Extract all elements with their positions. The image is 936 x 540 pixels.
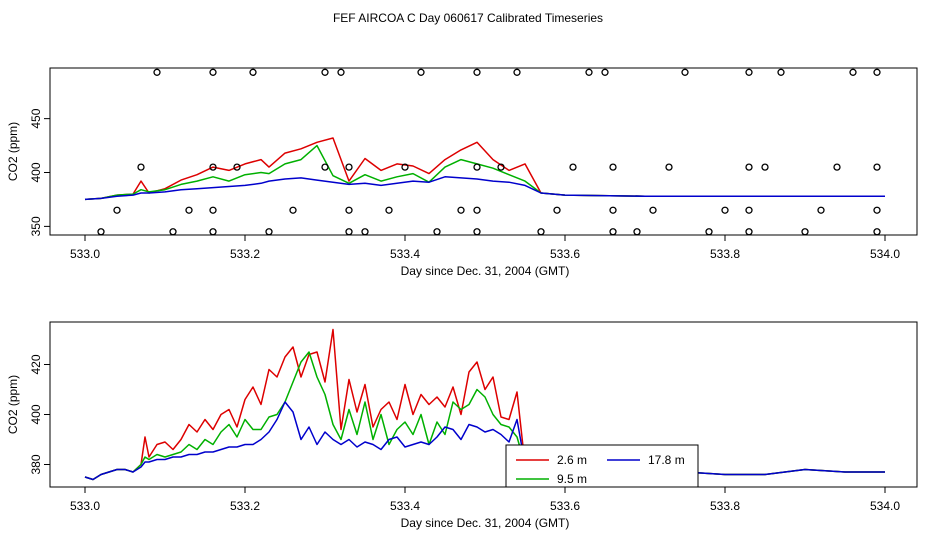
calibration-marker (321, 163, 329, 171)
x-tick-label: 533.2 (230, 499, 260, 513)
x-axis-label: Day since Dec. 31, 2004 (GMT) (401, 264, 570, 278)
calibration-marker (817, 206, 825, 214)
calibration-marker (537, 228, 545, 236)
calibration-marker (745, 206, 753, 214)
y-tick-label: 450 (29, 108, 43, 128)
series-line-2-6-m (84, 137, 885, 201)
calibration-marker (457, 206, 465, 214)
calibration-marker (513, 68, 521, 76)
calibration-marker (665, 163, 673, 171)
y-tick-label: 400 (29, 162, 43, 182)
calibration-marker (721, 206, 729, 214)
calibration-marker (345, 228, 353, 236)
plot-frame (49, 321, 918, 488)
calibration-marker (417, 68, 425, 76)
calibration-marker (137, 163, 145, 171)
calibration-marker (745, 163, 753, 171)
calibration-marker (609, 206, 617, 214)
calibration-marker (873, 68, 881, 76)
legend-label: 17.8 m (648, 453, 685, 467)
legend-label: 9.5 m (557, 472, 587, 486)
y-tick-label: 420 (29, 354, 43, 374)
calibration-marker (249, 68, 257, 76)
series-line-17-8-m (84, 176, 885, 201)
calibration-marker (321, 68, 329, 76)
calibration-marker (433, 228, 441, 236)
y-tick-label: 350 (29, 216, 43, 236)
calibration-marker (473, 206, 481, 214)
x-tick-label: 533.8 (710, 247, 740, 261)
legend-label: 2.6 m (557, 453, 587, 467)
x-tick-label: 533.6 (550, 499, 580, 513)
calibration-marker (801, 228, 809, 236)
calibration-marker (113, 206, 121, 214)
chart-title: FEF AIRCOA C Day 060617 Calibrated Times… (333, 11, 603, 25)
x-tick-label: 533.0 (70, 247, 100, 261)
calibration-marker (873, 163, 881, 171)
calibration-marker (345, 206, 353, 214)
y-tick-label: 400 (29, 404, 43, 424)
calibration-marker (153, 68, 161, 76)
calibration-marker (705, 228, 713, 236)
calibration-marker (233, 163, 241, 171)
calibration-marker (473, 228, 481, 236)
calibration-marker (185, 206, 193, 214)
calibration-marker (633, 228, 641, 236)
calibration-marker (385, 206, 393, 214)
calibration-marker (473, 163, 481, 171)
calibration-marker (209, 206, 217, 214)
calibration-marker (337, 68, 345, 76)
series-line-2-6-m (84, 328, 885, 481)
calibration-marker (289, 206, 297, 214)
calibration-marker (745, 228, 753, 236)
calibration-marker (609, 163, 617, 171)
calibration-marker (497, 163, 505, 171)
calibration-marker (585, 68, 593, 76)
x-axis-label: Day since Dec. 31, 2004 (GMT) (401, 516, 570, 530)
calibration-marker (777, 68, 785, 76)
calibration-marker (345, 163, 353, 171)
calibration-marker (401, 163, 409, 171)
calibration-marker (169, 228, 177, 236)
x-tick-label: 533.2 (230, 247, 260, 261)
calibration-marker (761, 163, 769, 171)
calibration-marker (209, 228, 217, 236)
x-tick-label: 534.0 (870, 247, 900, 261)
series-line-9-5-m (84, 351, 885, 481)
calibration-marker (649, 206, 657, 214)
calibration-marker (553, 206, 561, 214)
calibration-marker (361, 228, 369, 236)
legend-box (505, 444, 699, 488)
series-line-9-5-m (84, 144, 885, 201)
calibration-marker (97, 228, 105, 236)
plot-frame (49, 67, 918, 236)
y-axis-label: CO2 (ppm) (6, 122, 20, 181)
calibration-marker (209, 163, 217, 171)
calibration-marker (609, 228, 617, 236)
calibration-marker (681, 68, 689, 76)
x-tick-label: 534.0 (870, 499, 900, 513)
calibration-marker (473, 68, 481, 76)
calibration-marker (569, 163, 577, 171)
x-tick-label: 533.6 (550, 247, 580, 261)
x-tick-label: 533.8 (710, 499, 740, 513)
calibration-marker (209, 68, 217, 76)
panel-top: 533.0 533.2 533.4 533.6 533.8 534.0 350 400 450 D… (6, 67, 918, 278)
x-tick-label: 533.4 (390, 499, 420, 513)
calibration-marker (833, 163, 841, 171)
calibration-marker (849, 68, 857, 76)
x-tick-label: 533.0 (70, 499, 100, 513)
calibration-marker (601, 68, 609, 76)
calibration-marker (873, 228, 881, 236)
series-line-17-8-m (84, 401, 885, 481)
panel-bottom: 533.0 533.2 533.4 533.6 533.8 534.0 380 400 420 D… (6, 321, 918, 530)
calibration-marker (745, 68, 753, 76)
calibration-marker (873, 206, 881, 214)
x-tick-label: 533.4 (390, 247, 420, 261)
calibration-marker (265, 228, 273, 236)
legend: 2.6 m 17.8 m 9.5 m (505, 444, 699, 488)
y-tick-label: 380 (29, 454, 43, 474)
y-axis-label: CO2 (ppm) (6, 375, 20, 434)
